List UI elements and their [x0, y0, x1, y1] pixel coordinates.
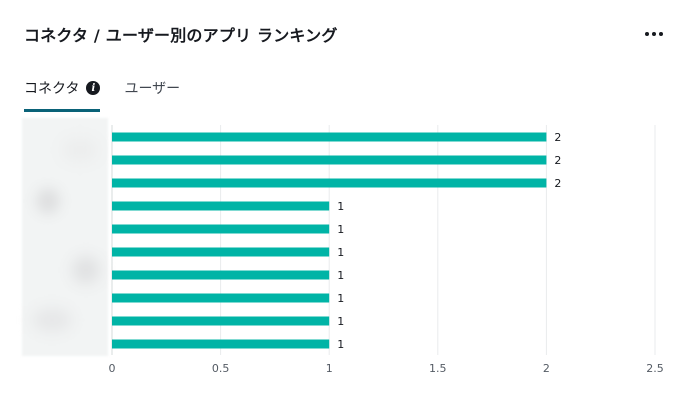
blurred-category-labels	[22, 118, 108, 356]
bar-value-label: 1	[337, 200, 344, 213]
bar[interactable]	[112, 178, 547, 188]
dot	[659, 32, 663, 36]
bar[interactable]	[112, 316, 330, 326]
bar[interactable]	[112, 339, 330, 349]
tab-user[interactable]: ユーザー	[124, 78, 180, 106]
bar-value-label: 1	[337, 269, 344, 282]
bar-value-label: 1	[337, 292, 344, 305]
x-tick-label: 0.5	[212, 362, 230, 375]
x-tick-label: 1.5	[429, 362, 447, 375]
tab-user-label: ユーザー	[124, 81, 181, 97]
bar[interactable]	[112, 224, 330, 234]
tab-connector-label: コネクタ	[24, 81, 80, 97]
bar[interactable]	[112, 293, 330, 303]
bar-value-label: 1	[337, 338, 344, 351]
bar-value-label: 1	[337, 223, 344, 236]
bar[interactable]	[112, 270, 330, 280]
bar[interactable]	[112, 247, 330, 257]
more-options-icon[interactable]	[640, 22, 668, 46]
x-tick-label: 2.5	[646, 362, 664, 375]
bar-value-label: 2	[554, 131, 561, 144]
info-icon[interactable]: i	[86, 81, 101, 95]
dot	[652, 32, 656, 36]
bar-value-label: 1	[337, 246, 344, 259]
tab-connector[interactable]: コネクタ i	[24, 78, 101, 112]
bar-value-label: 2	[554, 177, 561, 190]
card-title: コネクタ / ユーザー別のアプリ ランキング	[24, 26, 338, 45]
x-tick-label: 0	[109, 362, 116, 375]
tab-bar: コネクタ i ユーザー	[24, 78, 204, 112]
dot	[645, 32, 649, 36]
bar[interactable]	[112, 132, 547, 142]
bar[interactable]	[112, 201, 330, 211]
x-tick-label: 1	[326, 362, 333, 375]
bar-value-label: 1	[337, 315, 344, 328]
bar-value-label: 2	[554, 154, 561, 167]
x-tick-label: 2	[543, 362, 550, 375]
bar[interactable]	[112, 155, 547, 165]
